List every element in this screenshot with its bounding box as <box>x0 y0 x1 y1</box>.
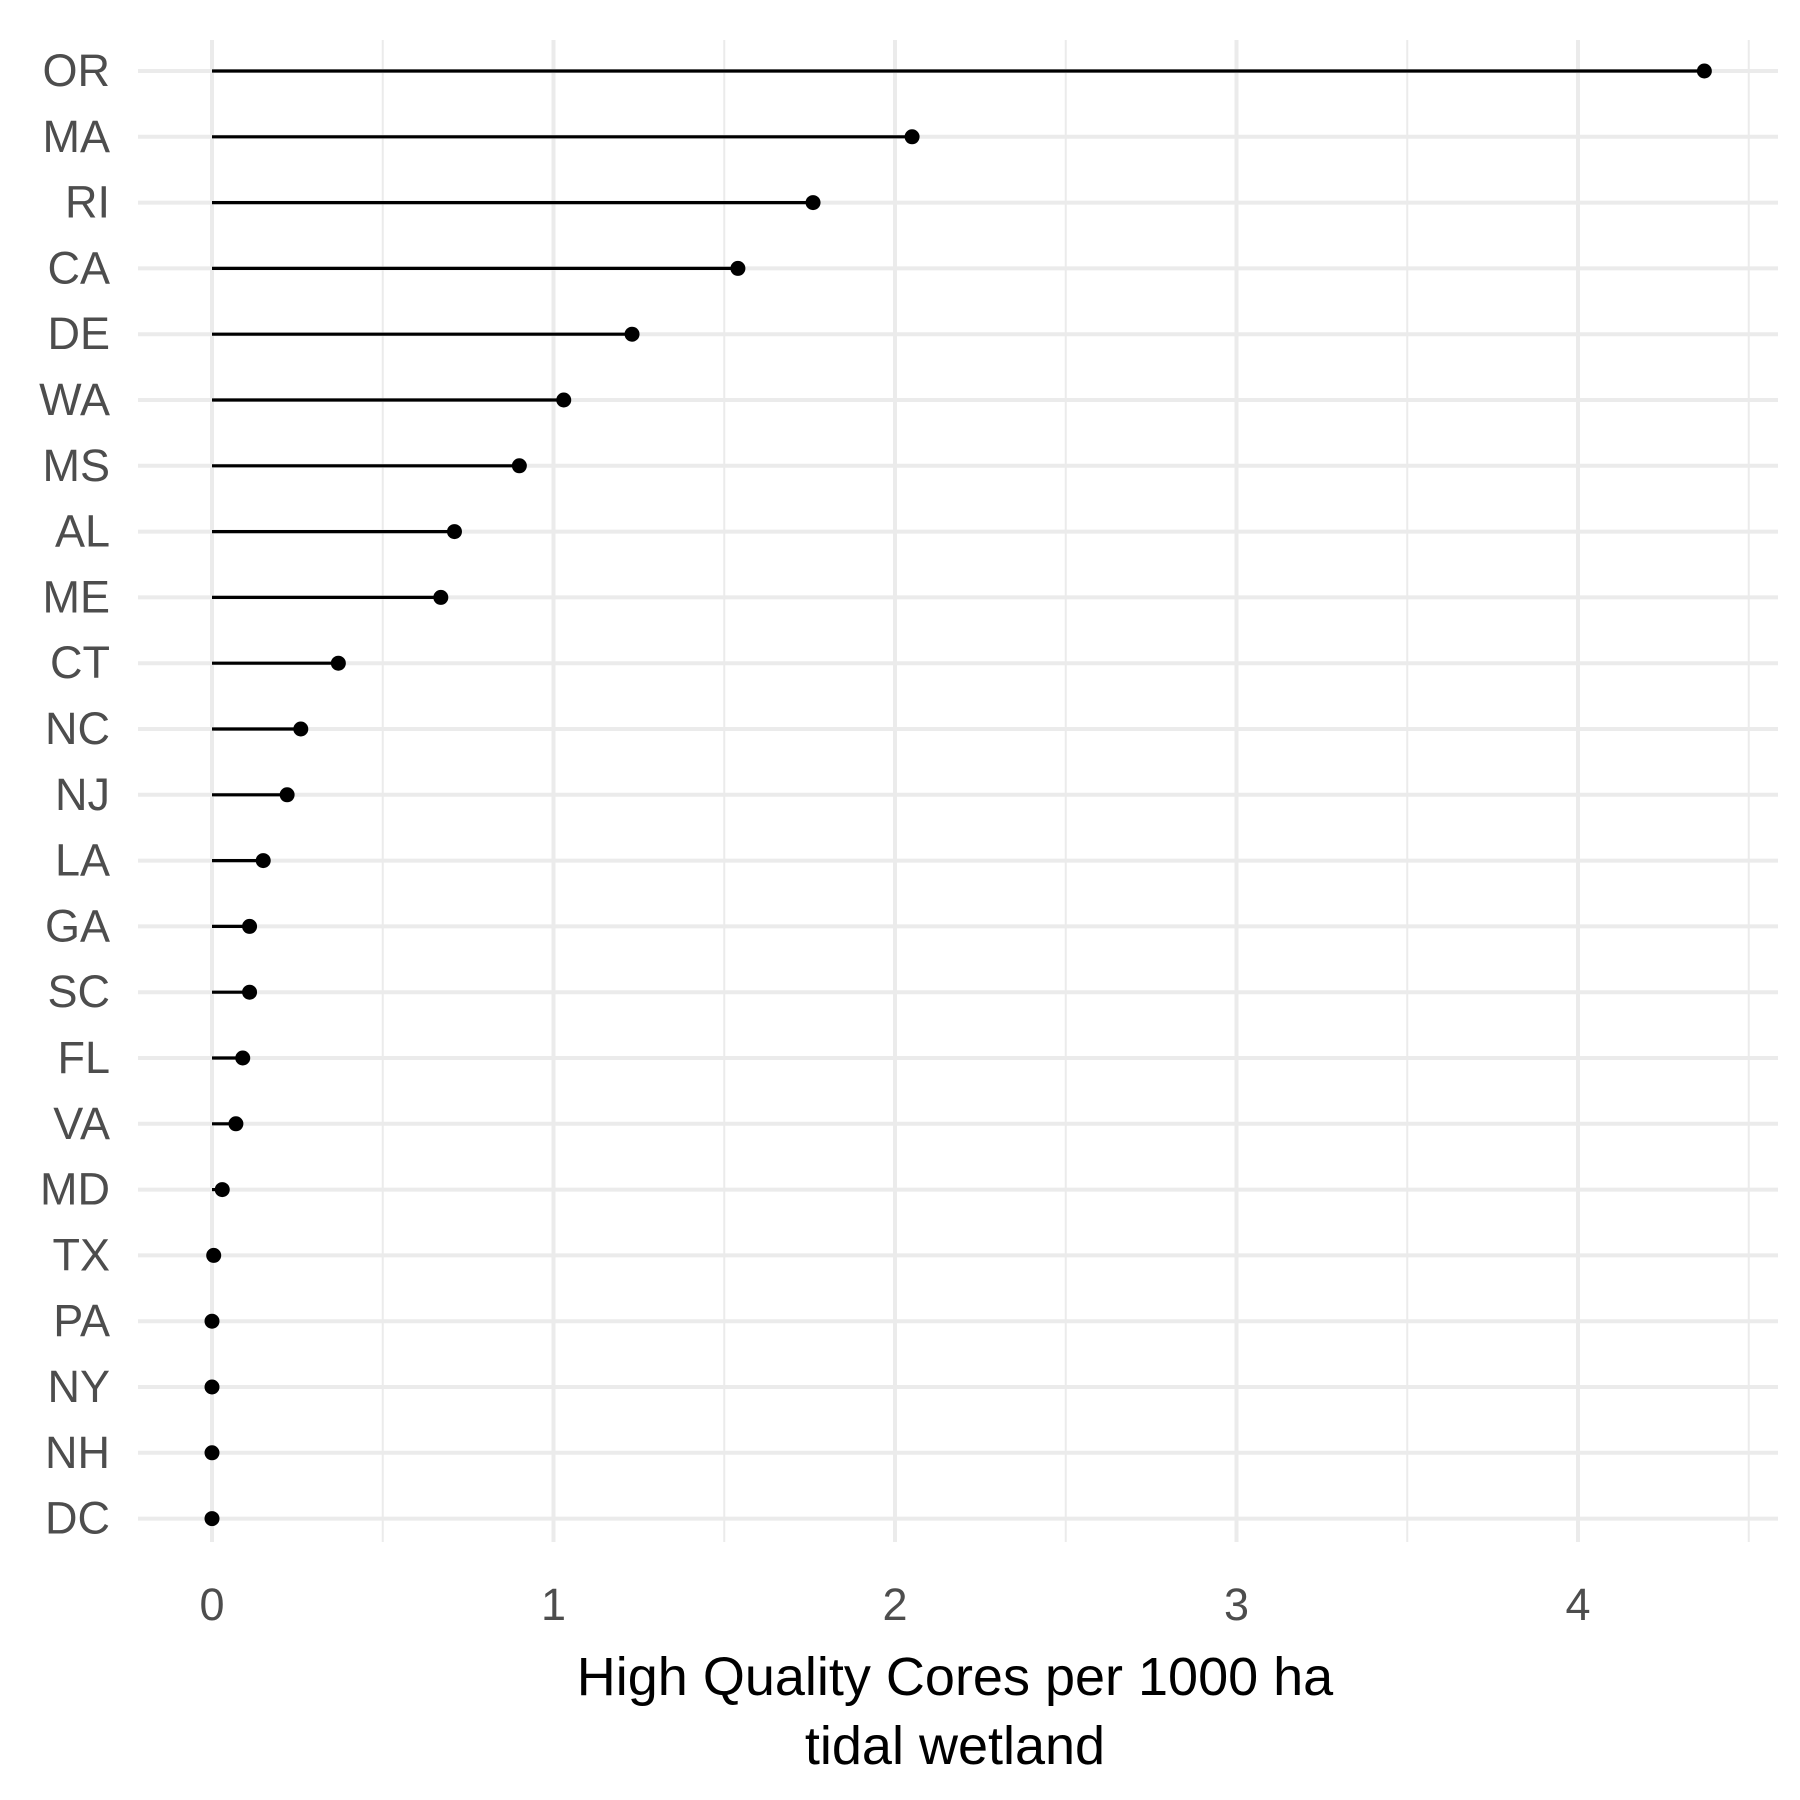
lollipop-points <box>204 63 1712 1527</box>
lollipop-point <box>214 1182 230 1198</box>
y-tick-label: CT <box>50 637 110 688</box>
lollipop-point <box>204 1379 220 1395</box>
x-tick-label: 4 <box>1565 1579 1590 1630</box>
y-tick-label: SC <box>47 966 110 1017</box>
y-tick-label: DE <box>47 308 110 359</box>
lollipop-point <box>228 1116 244 1132</box>
lollipop-point <box>446 524 462 540</box>
lollipop-point <box>206 1247 222 1263</box>
lollipop-point <box>624 326 640 342</box>
x-axis-title-line-1: High Quality Cores per 1000 ha <box>577 1647 1334 1707</box>
y-tick-label: MD <box>40 1164 110 1215</box>
y-tick-label: NH <box>45 1427 110 1478</box>
lollipop-point <box>279 787 295 803</box>
lollipop-point <box>242 984 258 1000</box>
lollipop-point <box>255 853 271 869</box>
y-tick-label: CA <box>47 242 110 293</box>
x-tick-label: 3 <box>1224 1579 1249 1630</box>
y-tick-label: MS <box>43 440 111 491</box>
y-tick-label: ME <box>43 571 111 622</box>
lollipop-point <box>805 195 821 211</box>
x-tick-label: 2 <box>882 1579 907 1630</box>
lollipop-point <box>204 1313 220 1329</box>
x-tick-labels: 0 1 2 3 4 <box>199 1579 1590 1630</box>
lollipop-point <box>330 655 346 671</box>
y-tick-label: VA <box>53 1098 110 1149</box>
lollipop-point <box>904 129 920 145</box>
y-tick-label: OR <box>43 45 111 96</box>
lollipop-point <box>204 1445 220 1461</box>
y-tick-label: NY <box>47 1361 110 1412</box>
lollipop-point <box>730 260 746 276</box>
x-tick-label: 0 <box>199 1579 224 1630</box>
y-tick-label: MA <box>43 111 111 162</box>
major-gridlines <box>138 40 1778 1542</box>
y-tick-label: DC <box>45 1493 110 1544</box>
y-tick-label: PA <box>53 1295 110 1346</box>
lollipop-point <box>1696 63 1712 79</box>
y-tick-label: TX <box>52 1229 110 1280</box>
lollipop-point <box>204 1511 220 1527</box>
y-tick-label: WA <box>39 374 110 425</box>
lollipop-point <box>556 392 572 408</box>
y-tick-labels: OR MA RI CA DE WA MS AL ME CT NC NJ LA GA SC FL VA MD TX PA… <box>39 45 110 1544</box>
lollipop-point <box>293 721 309 737</box>
y-tick-label: RI <box>65 177 110 228</box>
y-tick-label: NJ <box>55 769 110 820</box>
y-tick-label: GA <box>45 900 110 951</box>
x-tick-label: 1 <box>541 1579 566 1630</box>
y-tick-label: FL <box>57 1032 110 1083</box>
y-tick-label: AL <box>55 506 110 557</box>
y-tick-label: NC <box>45 703 110 754</box>
lollipop-point <box>235 1050 251 1066</box>
lollipop-point <box>433 589 449 605</box>
minor-gridlines <box>381 40 1750 1542</box>
y-tick-label: LA <box>55 835 110 886</box>
lollipop-point <box>511 458 527 474</box>
x-axis-title-line-2: tidal wetland <box>805 1716 1105 1776</box>
lollipop-point <box>242 918 258 934</box>
